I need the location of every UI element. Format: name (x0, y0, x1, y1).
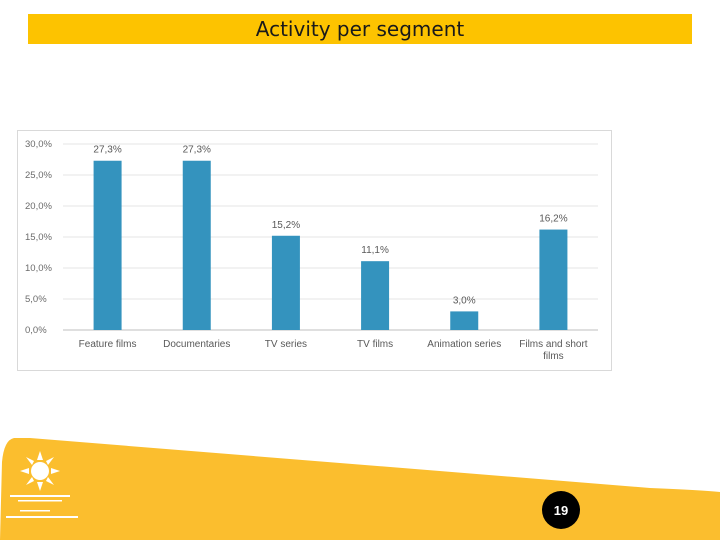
y-tick-label: 10,0% (25, 263, 52, 274)
x-tick-label: Films and short (519, 339, 588, 350)
slide-title: Activity per segment (255, 17, 465, 41)
bar (182, 160, 211, 330)
slide-title-bar: Activity per segment (28, 14, 692, 44)
data-label: 3,0% (453, 295, 476, 306)
x-tick-label: Documentaries (163, 339, 230, 350)
bar (93, 160, 122, 330)
bar (539, 229, 568, 330)
bar-chart-svg: 0,0% 5,0% 10,0% 15,0% 20,0% 25,0% 30,0% 27,3% Fe… (25, 139, 598, 362)
data-label: 16,2% (539, 214, 567, 225)
bar (361, 261, 390, 330)
y-tick-label: 5,0% (25, 294, 47, 305)
page-number: 19 (553, 502, 569, 518)
data-label: 15,2% (272, 220, 300, 231)
data-label: 11,1% (361, 245, 389, 256)
sun-logo-icon (6, 451, 78, 518)
y-tick-label: 25,0% (25, 170, 52, 181)
y-tick-label: 15,0% (25, 232, 52, 243)
bar-chart: 0,0% 5,0% 10,0% 15,0% 20,0% 25,0% 30,0% 27,3% Fe… (17, 130, 612, 371)
organization-logo (6, 447, 86, 527)
x-tick-label: TV films (357, 339, 393, 350)
bar (450, 311, 479, 330)
x-tick-label: Feature films (79, 339, 137, 350)
x-tick-label: TV series (265, 339, 307, 350)
y-tick-label: 0,0% (25, 325, 47, 336)
data-label: 27,3% (183, 145, 211, 156)
data-label: 27,3% (93, 145, 121, 156)
y-tick-label: 30,0% (25, 139, 52, 150)
page-number-badge: 19 (542, 491, 580, 529)
x-tick-label: films (543, 351, 564, 362)
footer-band (0, 438, 720, 540)
bar (271, 235, 300, 330)
y-tick-label: 20,0% (25, 201, 52, 212)
x-tick-label: Animation series (427, 339, 501, 350)
